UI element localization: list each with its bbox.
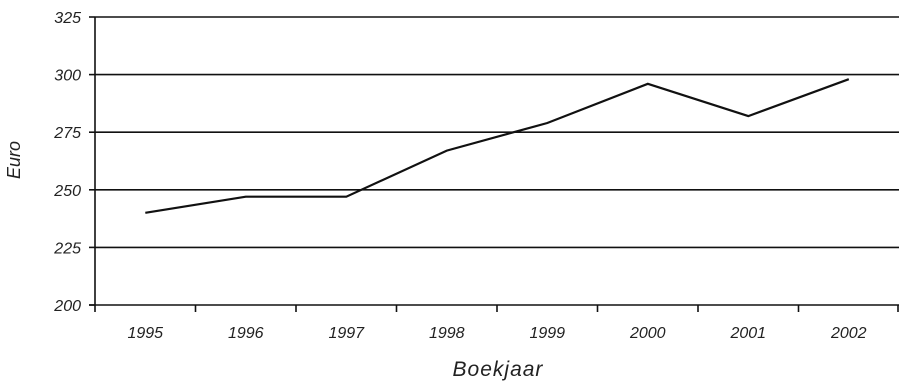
x-tick-label: 1996	[228, 325, 264, 342]
x-tick-label: 1999	[529, 325, 565, 342]
axes	[89, 16, 899, 312]
x-tick-label: 1995	[127, 325, 163, 342]
x-axis-title: Boekjaar	[453, 358, 544, 381]
y-tick-label: 325	[54, 10, 81, 27]
x-tick-labels: 1995 1996 1997 1998 1999 2000 2001 2002	[127, 325, 866, 342]
y-tick-label: 275	[53, 125, 81, 142]
series-line	[145, 78, 850, 214]
y-tick-label: 200	[53, 298, 81, 315]
y-tick-label: 250	[53, 183, 81, 200]
x-tick-label: 2000	[629, 325, 666, 342]
series-layer	[145, 78, 850, 214]
x-tick-label: 2002	[830, 325, 867, 342]
x-tick-label: 1998	[429, 325, 465, 342]
y-tick-labels: 200 225 250 275 300 325	[53, 10, 81, 315]
gridlines	[95, 16, 899, 249]
y-tick-label: 225	[53, 240, 81, 257]
y-axis-title: Euro	[4, 141, 24, 179]
y-tick-label: 300	[54, 68, 81, 85]
x-tick-label: 1997	[328, 325, 365, 342]
x-tick-label: 2001	[729, 325, 766, 342]
